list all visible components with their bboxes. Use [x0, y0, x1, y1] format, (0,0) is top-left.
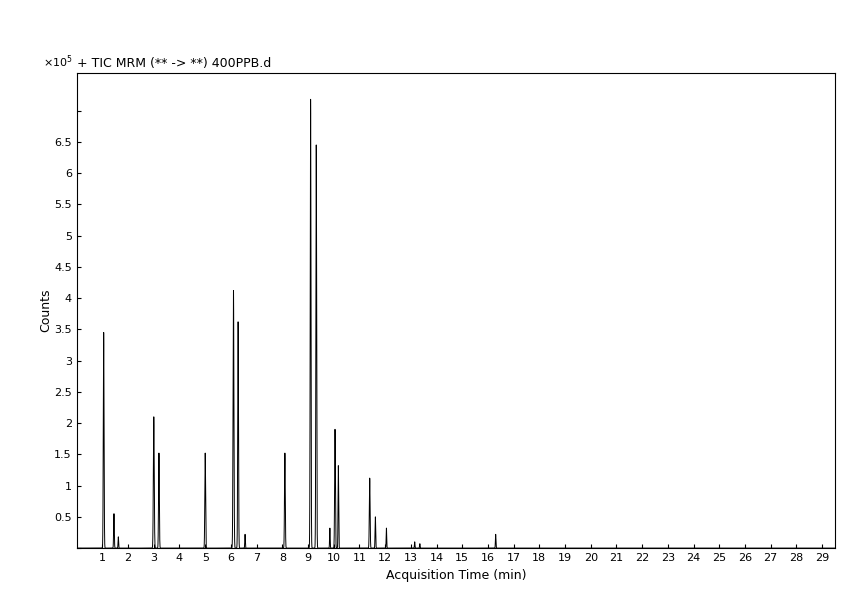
Text: + TIC MRM (** -> **) 400PPB.d: + TIC MRM (** -> **) 400PPB.d	[77, 57, 271, 70]
X-axis label: Acquisition Time (min): Acquisition Time (min)	[386, 569, 526, 582]
Y-axis label: Counts: Counts	[40, 289, 53, 333]
Text: $\times10^5$: $\times10^5$	[43, 54, 72, 70]
